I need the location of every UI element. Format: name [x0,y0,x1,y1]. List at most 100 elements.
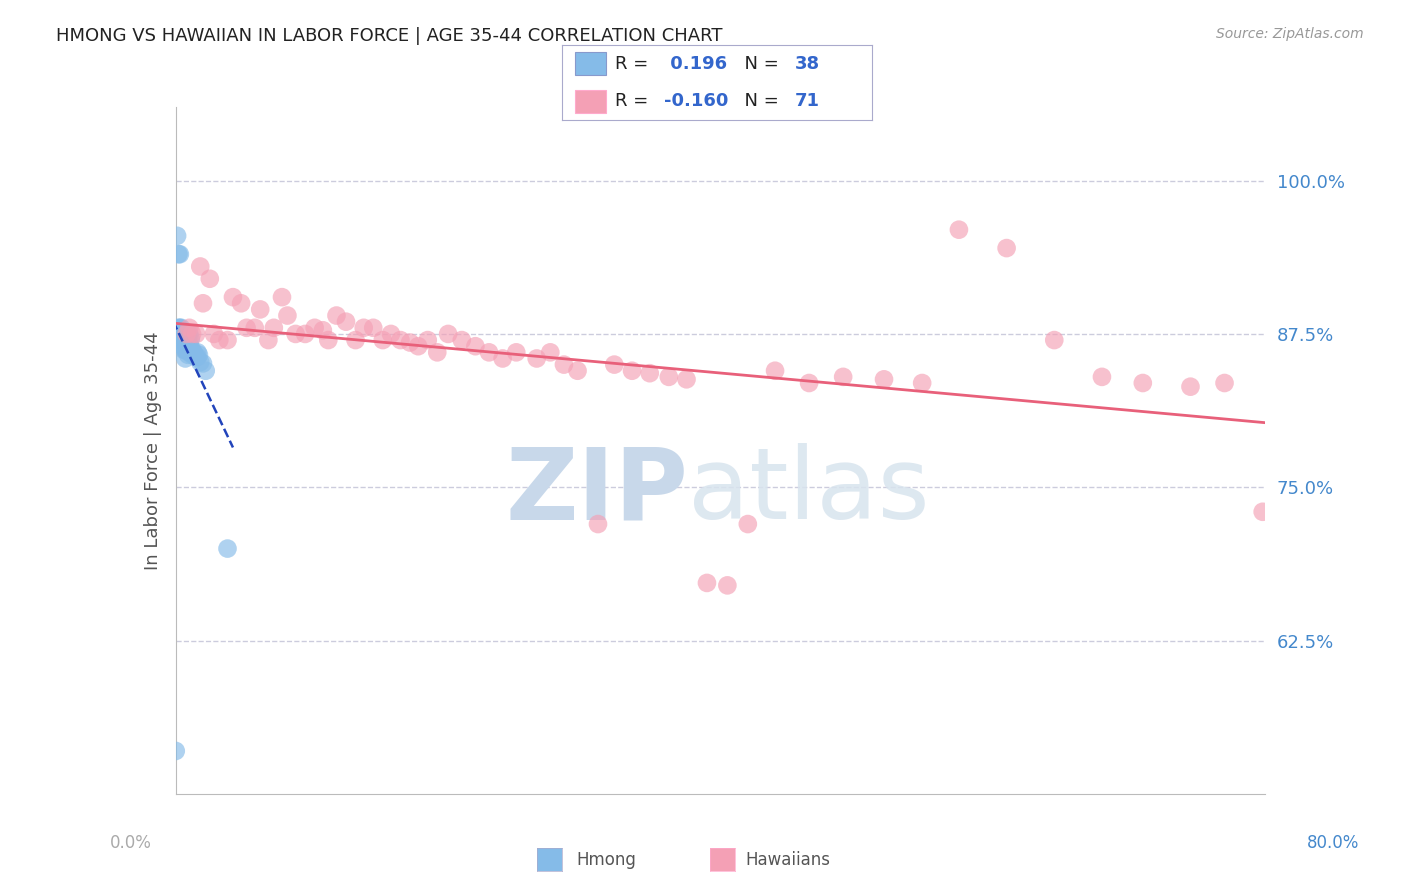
Point [380,326,402,341]
Text: N =: N = [733,93,785,111]
Point [416,333,439,347]
Point [948,222,970,236]
Point [179,345,201,359]
Point [198,271,221,285]
Point [170,321,193,335]
Point [464,339,486,353]
Point [1251,505,1274,519]
Point [478,345,501,359]
Point [194,364,217,378]
Point [166,228,188,243]
Point [737,517,759,532]
Point [399,335,422,350]
Point [294,326,316,341]
Text: -0.160: -0.160 [665,93,728,111]
Point [186,350,208,364]
Point [180,332,202,346]
Bar [575,52,606,75]
Point [177,330,200,344]
Point [1132,376,1154,390]
Text: R =: R = [614,54,654,72]
Point [167,247,190,261]
Point [263,321,285,335]
Text: ZIP: ZIP [505,443,688,541]
Point [361,321,384,335]
Point [353,321,375,335]
Point [243,321,266,335]
Point [344,333,367,347]
Point [426,345,449,359]
Point [180,343,202,357]
Text: atlas: atlas [688,443,929,541]
Text: R =: R = [614,93,654,111]
Point [176,343,198,357]
Point [716,578,738,592]
Y-axis label: In Labor Force | Age 35-44: In Labor Force | Age 35-44 [143,331,162,570]
Point [183,345,205,359]
Point [165,744,187,758]
Point [188,260,211,274]
Point [312,323,335,337]
Point [276,309,298,323]
Point [832,369,855,384]
Point [174,343,197,357]
Point [176,326,198,341]
Point [304,321,326,335]
Text: HMONG VS HAWAIIAN IN LABOR FORCE | AGE 35-44 CORRELATION CHART: HMONG VS HAWAIIAN IN LABOR FORCE | AGE 3… [56,27,723,45]
Point [1043,333,1066,347]
Point [797,376,820,390]
Point [675,372,697,386]
Point [172,339,194,353]
Point [191,356,214,370]
Point [638,366,661,380]
Point [284,326,307,341]
Point [170,333,193,347]
Point [222,290,245,304]
Point [1213,376,1236,390]
Point [437,326,460,341]
Point [325,309,347,323]
Point [187,348,209,362]
Point [526,351,548,366]
Point [603,358,626,372]
Text: Hawaiians: Hawaiians [745,851,830,869]
Point [406,339,429,353]
Point [995,241,1018,255]
Point [492,351,515,366]
Point [208,333,231,347]
Point [538,345,561,359]
Point [179,336,201,351]
Point [505,345,527,359]
Point [235,321,257,335]
Point [389,333,412,347]
Text: Source: ZipAtlas.com: Source: ZipAtlas.com [1216,27,1364,41]
Point [167,321,190,335]
Point [217,541,239,556]
Point [186,350,209,364]
Point [177,348,200,362]
Bar [575,90,606,112]
Point [169,321,191,335]
Point [176,326,198,341]
Point [658,369,681,384]
Point [696,576,718,591]
Point [257,333,280,347]
Point [1275,369,1298,384]
Point [371,333,394,347]
Point [191,296,214,310]
Point [174,351,197,366]
Point [1309,376,1331,390]
Point [621,364,644,378]
Point [318,333,340,347]
Point [188,355,211,369]
Point [169,247,191,261]
Point [450,333,472,347]
Point [567,364,589,378]
Point [1350,505,1372,519]
Point [1091,369,1114,384]
Point [179,326,201,341]
Point [186,345,209,359]
Point [202,326,225,341]
Text: 0.0%: 0.0% [110,834,152,852]
Point [249,302,271,317]
